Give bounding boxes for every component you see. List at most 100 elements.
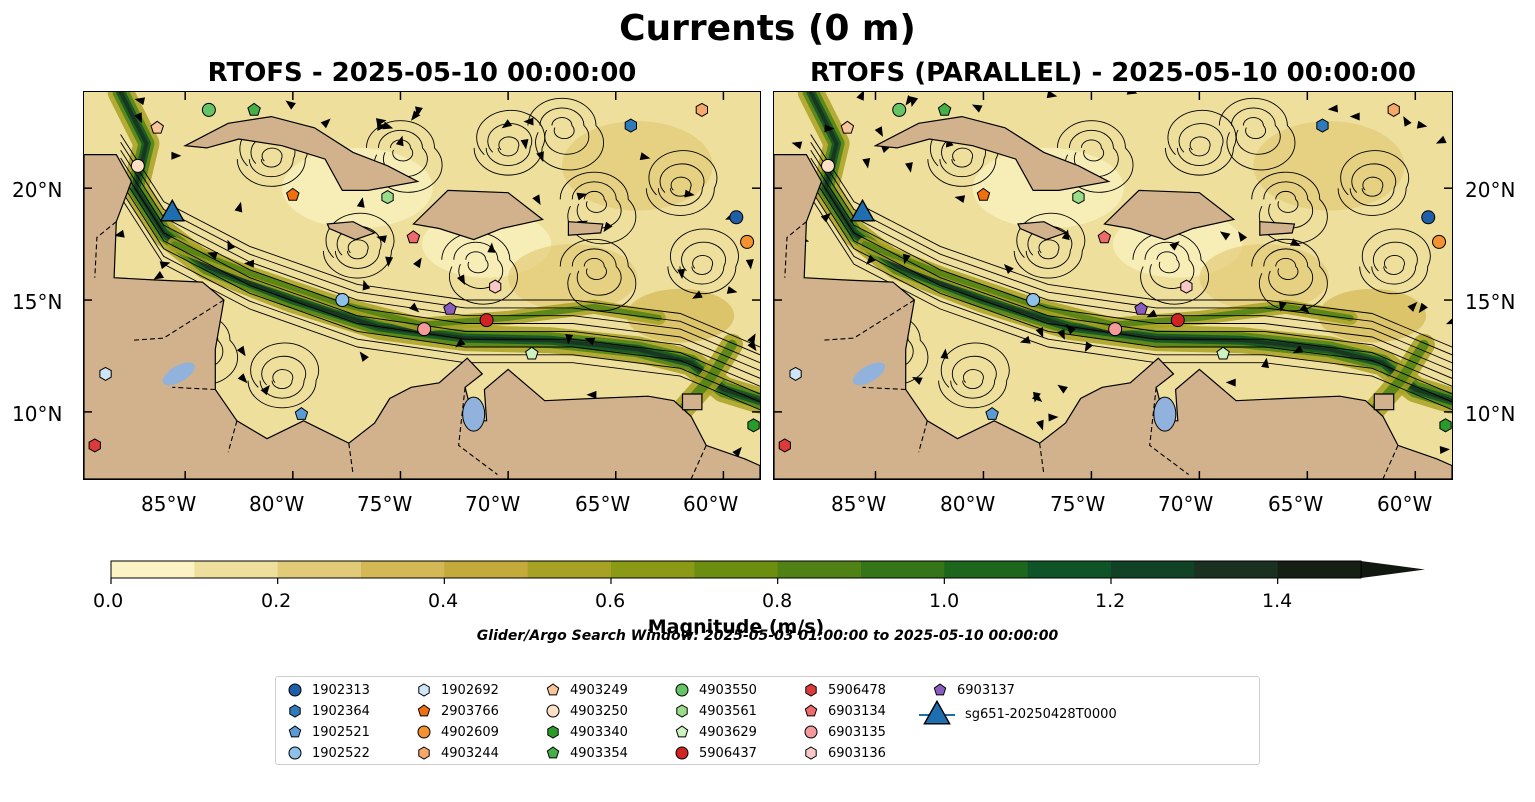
circle-marker-icon [288,683,302,697]
hexagon-marker-icon [289,704,301,718]
lon-tick-right-65w: 65°W [1268,492,1324,516]
legend-item-6903137: 6903137 [931,682,1015,698]
marker-5906437[interactable] [1170,313,1185,328]
pentagon-marker-icon [288,725,302,738]
colorbar-swatch [1027,561,1112,578]
marker-1902364[interactable] [624,118,637,133]
hexagon-marker-icon [418,746,430,760]
marker-1902521[interactable] [294,406,309,420]
colorbar-tick-1-4: 1.4 [1262,590,1293,612]
colorbar-swatch [944,561,1029,578]
marker-6903135[interactable] [417,322,432,337]
circle-marker-icon [675,746,689,760]
marker-1902692[interactable] [789,366,802,381]
marker-4903340[interactable] [1439,418,1452,433]
colorbar-extend-arrow [1361,561,1425,578]
marker-1902692[interactable] [99,366,112,381]
marker-1902364[interactable] [1316,118,1329,133]
marker-2903766[interactable] [286,187,300,201]
legend-label: 6903135 [828,724,886,740]
legend-label: sg651-20250428T0000 [965,706,1117,722]
marker-4903550[interactable] [201,102,216,117]
circle-marker-icon [546,704,560,718]
marker-6903136[interactable] [1180,279,1193,294]
legend-item-4903354: 4903354 [544,745,628,761]
legend: 1902313 1902364 1902521 1902522 1902692 29037… [275,676,1260,765]
lon-tick-right-70w: 70°W [1158,492,1214,516]
legend-item-4903340: 4903340 [544,724,628,740]
marker-4903561[interactable] [1072,190,1085,205]
colorbar-tick-0-8: 0.8 [762,590,793,612]
colorbar-swatch [194,561,279,578]
marker-4903244[interactable] [695,102,708,117]
lon-tick-left-75w: 75°W [357,492,413,516]
lake-nicaragua [852,362,886,386]
marker-sg651-20250428T0000[interactable] [159,198,185,222]
marker-6903135[interactable] [1108,322,1123,337]
legend-label: 1902692 [441,682,499,698]
marker-4903561[interactable] [381,190,394,205]
marker-4903550[interactable] [892,102,907,117]
marker-6903136[interactable] [489,279,502,294]
legend-item-6903136: 6903136 [802,745,886,761]
legend-label: 1902521 [312,724,370,740]
marker-4903354[interactable] [247,102,261,116]
marker-2903766[interactable] [976,187,991,201]
marker-4903629[interactable] [1216,346,1230,360]
marker-6903134[interactable] [406,230,421,244]
marker-1902313[interactable] [729,210,744,225]
marker-1902313[interactable] [1421,210,1436,225]
marker-6903137[interactable] [443,301,457,315]
colorbar-swatch [1277,561,1362,578]
legend-item-4903561: 4903561 [673,703,757,719]
marker-5906478[interactable] [88,438,101,453]
map-panel-rtofs[interactable] [83,91,761,480]
marker-4903340[interactable] [747,418,760,433]
marker-5906478[interactable] [778,438,791,453]
legend-label: 4903244 [441,745,499,761]
legend-item-6903135: 6903135 [802,724,886,740]
lon-tick-right-60w: 60°W [1377,492,1433,516]
legend-label: 5906437 [699,745,757,761]
legend-label: 4903561 [699,703,757,719]
marker-4903250[interactable] [130,158,145,173]
legend-item-1902692: 1902692 [415,682,499,698]
colorbar-swatch [611,561,695,578]
marker-1902521[interactable] [985,406,999,420]
marker-1902522[interactable] [1026,293,1041,308]
marker-4903249[interactable] [840,120,855,134]
pentagon-marker-icon [675,725,689,738]
pentagon-marker-icon [546,683,560,696]
map-panel-rtofs-parallel[interactable] [773,91,1453,480]
hexagon-marker-icon [547,725,559,739]
landmass [774,115,1452,479]
marker-6903137[interactable] [1134,301,1148,315]
hexagon-marker-icon [418,683,430,697]
marker-4903249[interactable] [150,120,164,134]
pentagon-marker-icon [546,746,560,759]
lon-tick-left-65w: 65°W [575,492,631,516]
marker-4902609[interactable] [740,234,755,249]
circle-marker-icon [288,746,302,760]
marker-5906437[interactable] [479,313,494,328]
hexagon-marker-icon [676,704,688,718]
marker-4903250[interactable] [820,158,835,173]
marker-4903629[interactable] [525,346,539,360]
legend-label: 6903137 [957,682,1015,698]
marker-1902522[interactable] [335,293,350,308]
panel-title-rtofs: RTOFS - 2025-05-10 00:00:00 [207,58,637,88]
colorbar-swatch [277,561,362,578]
marker-sg651-20250428T0000[interactable] [849,198,876,222]
lat-tick-right-20n: 20°N [1465,178,1516,202]
legend-item-4903629: 4903629 [673,724,757,740]
legend-label: 4903249 [570,682,628,698]
marker-4902609[interactable] [1432,234,1447,249]
lon-tick-left-85w: 85°W [141,492,197,516]
marker-4903244[interactable] [1387,102,1400,117]
colorbar-swatch [1111,561,1195,578]
legend-item-6903134: 6903134 [802,703,886,719]
marker-6903134[interactable] [1097,230,1112,244]
marker-4903354[interactable] [937,102,952,116]
country-borders [94,221,707,479]
triangle-marker-icon [919,699,955,725]
